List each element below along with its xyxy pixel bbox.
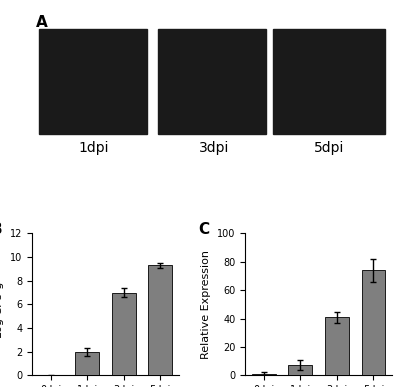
Bar: [112, 293, 136, 375]
FancyBboxPatch shape: [273, 29, 385, 134]
Bar: [75, 352, 99, 375]
Text: C: C: [198, 222, 209, 237]
Y-axis label: Relative Expression: Relative Expression: [202, 250, 212, 359]
Bar: [325, 317, 349, 375]
Bar: [288, 365, 312, 375]
Text: 1dpi: 1dpi: [78, 141, 108, 155]
FancyBboxPatch shape: [158, 29, 266, 134]
Bar: [252, 374, 276, 375]
Text: 3dpi: 3dpi: [199, 141, 229, 155]
Bar: [362, 271, 385, 375]
Text: A: A: [36, 15, 47, 29]
Bar: [148, 265, 172, 375]
Y-axis label: Log CFU g⁻¹: Log CFU g⁻¹: [0, 271, 4, 338]
FancyBboxPatch shape: [39, 29, 147, 134]
Text: 5dpi: 5dpi: [314, 141, 344, 155]
Text: B: B: [0, 222, 2, 237]
